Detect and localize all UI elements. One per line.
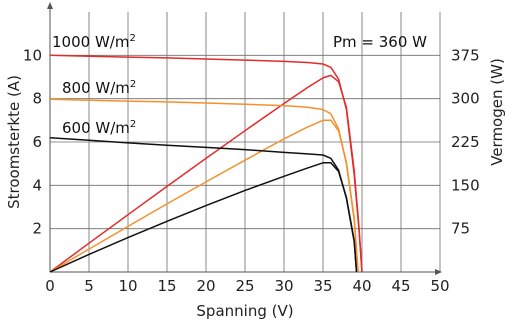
x-tick-label: 15 bbox=[157, 277, 176, 295]
y-right-tick-label: 375 bbox=[451, 46, 480, 64]
y-left-tick-label: 8 bbox=[32, 90, 42, 108]
y-right-tick-label: 150 bbox=[451, 176, 480, 194]
y-left-tick-label: 6 bbox=[32, 133, 42, 151]
x-tick-label: 45 bbox=[391, 277, 410, 295]
curve-labels: 1000 W/m2 800 W/m2 600 W/m2 bbox=[52, 33, 136, 137]
x-tick-label: 0 bbox=[45, 277, 55, 295]
irradiance-label: 600 W/m2 bbox=[62, 119, 136, 137]
tick-labels: 0 5 10 15 20 25 30 35 40 45 50 2 4 6 8 10 75 150 225 300 375 bbox=[23, 46, 480, 295]
y-right-tick-label: 225 bbox=[451, 133, 480, 151]
x-axis-label: Spanning (V) bbox=[196, 302, 293, 320]
irradiance-label: 800 W/m2 bbox=[62, 79, 136, 97]
x-axis-arrow bbox=[435, 269, 442, 275]
curves bbox=[49, 54, 363, 273]
x-tick-label: 5 bbox=[84, 277, 94, 295]
irradiance-label: 1000 W/m2 bbox=[52, 33, 136, 51]
x-tick-label: 35 bbox=[313, 277, 332, 295]
grid bbox=[50, 12, 441, 272]
y-left-axis-label: Stroomsterkte (A) bbox=[5, 75, 23, 209]
y-left-tick-label: 2 bbox=[32, 220, 42, 238]
max-power-annotation: Pm = 360 W bbox=[333, 33, 427, 51]
x-tick-label: 30 bbox=[274, 277, 293, 295]
x-tick-label: 25 bbox=[235, 277, 254, 295]
power-curve bbox=[49, 162, 358, 273]
axes bbox=[47, 2, 442, 275]
x-tick-label: 20 bbox=[196, 277, 215, 295]
x-tick-label: 50 bbox=[430, 277, 449, 295]
y-right-tick-label: 75 bbox=[451, 220, 470, 238]
y-axis-arrow bbox=[47, 2, 53, 9]
power-curve bbox=[49, 119, 359, 273]
power-curve bbox=[49, 74, 363, 273]
y-left-tick-label: 10 bbox=[23, 46, 42, 64]
x-tick-label: 10 bbox=[118, 277, 137, 295]
y-right-tick-label: 300 bbox=[451, 90, 480, 108]
x-tick-label: 40 bbox=[352, 277, 371, 295]
y-right-axis-label: Vermogen (W) bbox=[488, 58, 506, 166]
y-left-tick-label: 4 bbox=[32, 176, 42, 194]
